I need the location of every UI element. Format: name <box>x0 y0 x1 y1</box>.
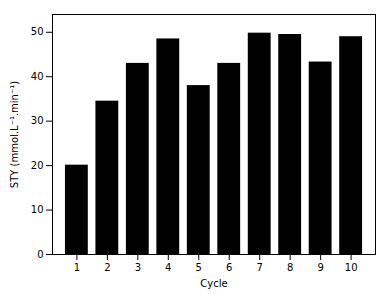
svg-text:7: 7 <box>257 262 263 273</box>
svg-text:0: 0 <box>37 249 43 260</box>
svg-text:10: 10 <box>31 204 44 215</box>
svg-text:1: 1 <box>74 262 80 273</box>
svg-text:2: 2 <box>104 262 110 273</box>
svg-text:3: 3 <box>135 262 141 273</box>
svg-text:5: 5 <box>196 262 202 273</box>
svg-text:40: 40 <box>31 71 44 82</box>
svg-text:4: 4 <box>165 262 171 273</box>
svg-text:8: 8 <box>287 262 293 273</box>
svg-text:Cycle: Cycle <box>200 278 227 289</box>
svg-text:10: 10 <box>345 262 358 273</box>
svg-text:9: 9 <box>317 262 323 273</box>
svg-text:50: 50 <box>31 26 44 37</box>
svg-text:20: 20 <box>31 160 44 171</box>
svg-text:30: 30 <box>31 115 44 126</box>
svg-text:6: 6 <box>226 262 232 273</box>
svg-text:STY (mmol.L⁻¹.min⁻¹): STY (mmol.L⁻¹.min⁻¹) <box>9 81 20 188</box>
